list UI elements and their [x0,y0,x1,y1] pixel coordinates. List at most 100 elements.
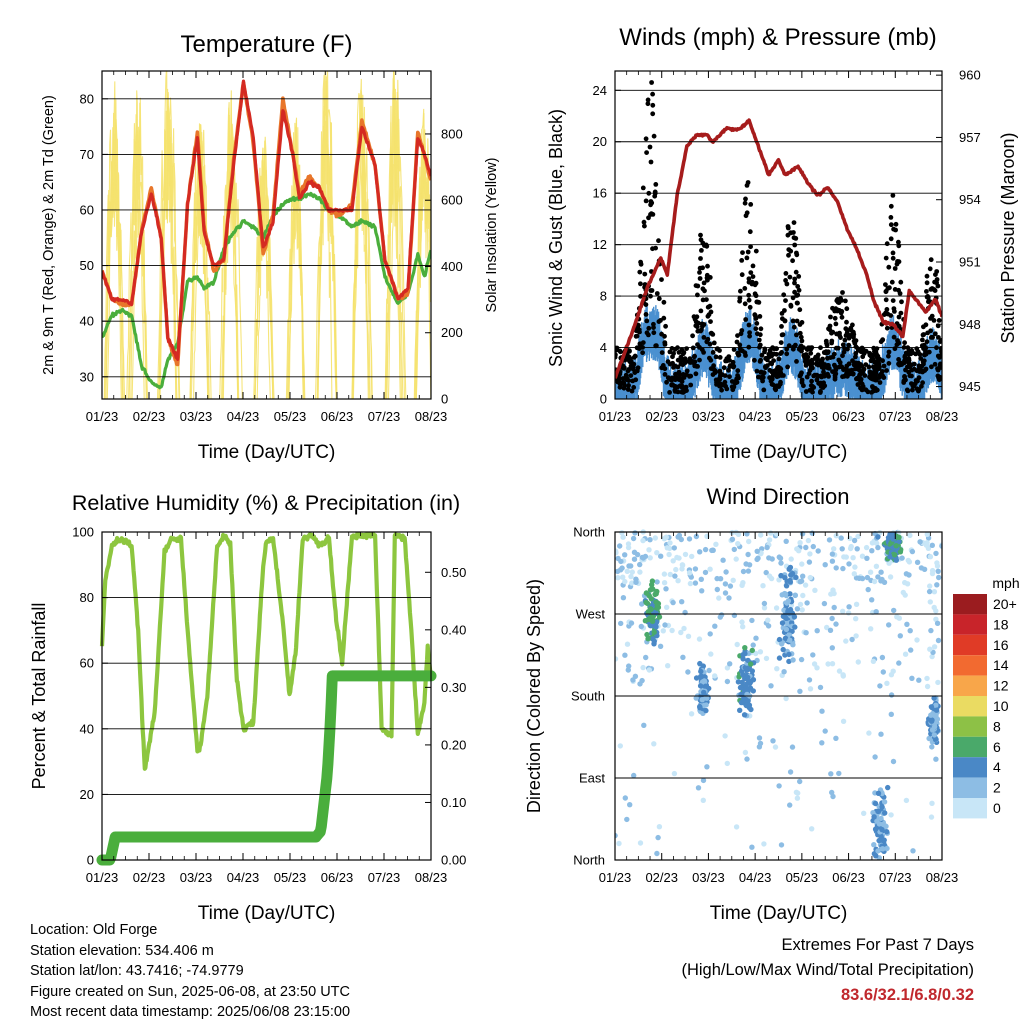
x-axis-label: Time (Day/UTC) [198,903,336,924]
gust-point [636,323,641,328]
chart-title: Relative Humidity (%) & Precipitation (i… [72,491,460,515]
solar-line [158,106,181,399]
dir-point [742,664,748,671]
gust-point [896,340,902,346]
humidity-precip-panel: 0 20 40 60 80 100 01/23 02/23 03/23 04/23 05/23 06/… [29,491,466,924]
dir-point [742,645,748,651]
gust-point [758,326,764,332]
dir-point [879,654,886,661]
dir-point [865,586,871,593]
dir-point [807,551,813,557]
gust-point [790,318,796,324]
dir-point [698,576,704,582]
gust-point [645,101,651,107]
solar-line [386,71,403,399]
gust-point [660,363,666,368]
dir-point [831,546,837,552]
dir-point [846,604,852,610]
gust-point [774,374,780,380]
dir-point [661,580,668,586]
gust-point [860,347,866,352]
gust-point [648,199,654,204]
gust-point [697,357,702,363]
dir-point [790,642,796,648]
gust-point [699,248,704,253]
dir-point [805,537,812,544]
station-location: Location: Old Forge [30,922,158,938]
gust-point [771,351,777,357]
dir-point [689,553,695,560]
dir-point [619,565,625,571]
gust-point [753,326,759,332]
gust-point [662,340,668,345]
dir-point [741,712,748,718]
y-tick-label: 16 [593,186,607,201]
gust-point [839,298,844,303]
dir-point [622,552,628,558]
gust-point [656,319,662,324]
dir-point [756,744,763,750]
dir-point [871,578,878,585]
gust-point [796,287,802,293]
dir-point [817,684,824,691]
dir-point [734,641,740,648]
dir-point-strong [748,661,754,667]
gust-point [906,360,912,366]
dir-point [663,586,669,592]
dir-point [748,706,754,713]
gust-point [701,280,707,286]
dir-point [624,641,631,647]
gust-point [680,351,686,357]
figure-created: Figure created on Sun, 2025-06-08, at 23… [30,983,350,1000]
dir-point [783,626,790,633]
dir-point [931,589,938,595]
dir-point [735,679,742,685]
x-tick-label: 08/23 [926,409,959,424]
gust-point [890,255,896,261]
dir-point [859,575,866,582]
x-tick-label: 07/23 [879,870,912,885]
dir-point [847,535,853,542]
gust-point [878,339,884,345]
dir-point [931,695,937,701]
x-tick-label: 01/23 [599,870,632,885]
gust-point [794,293,800,298]
dir-point [685,669,691,675]
dir-point [774,666,780,672]
gust-point [774,383,780,389]
dir-point [631,549,638,555]
gust-point [933,272,938,277]
dir-point [792,624,798,630]
dir-point [772,744,779,750]
x-tick-label: 05/23 [786,870,819,885]
dir-point [886,622,892,628]
dir-point [637,569,643,575]
dir-point [904,621,910,627]
gust-point [937,374,942,380]
gust-point [701,350,706,355]
dir-point [903,797,910,804]
legend-label: 2 [993,780,1001,796]
dir-point [678,629,684,636]
recent-timestamp: Most recent data timestamp: 2025/06/08 2… [30,1004,351,1020]
dir-point [836,668,843,674]
gust-point [923,366,929,372]
dir-point [673,566,679,573]
gust-point [683,384,689,390]
dir-point [802,582,809,588]
dir-point [701,702,707,709]
gust-point [788,302,794,308]
chart-title: Winds (mph) & Pressure (mb) [619,24,936,51]
dir-point [829,558,836,564]
gust-point [797,307,803,313]
y2-tick-label: 0.20 [441,737,466,752]
gust-point [656,296,662,302]
dir-point [740,624,746,630]
dir-point [628,620,635,626]
dir-point [869,540,876,546]
gust-point [859,363,865,369]
gust-point [921,346,926,351]
dir-point [885,784,891,791]
gust-point [855,348,861,353]
gust-point [672,387,678,393]
